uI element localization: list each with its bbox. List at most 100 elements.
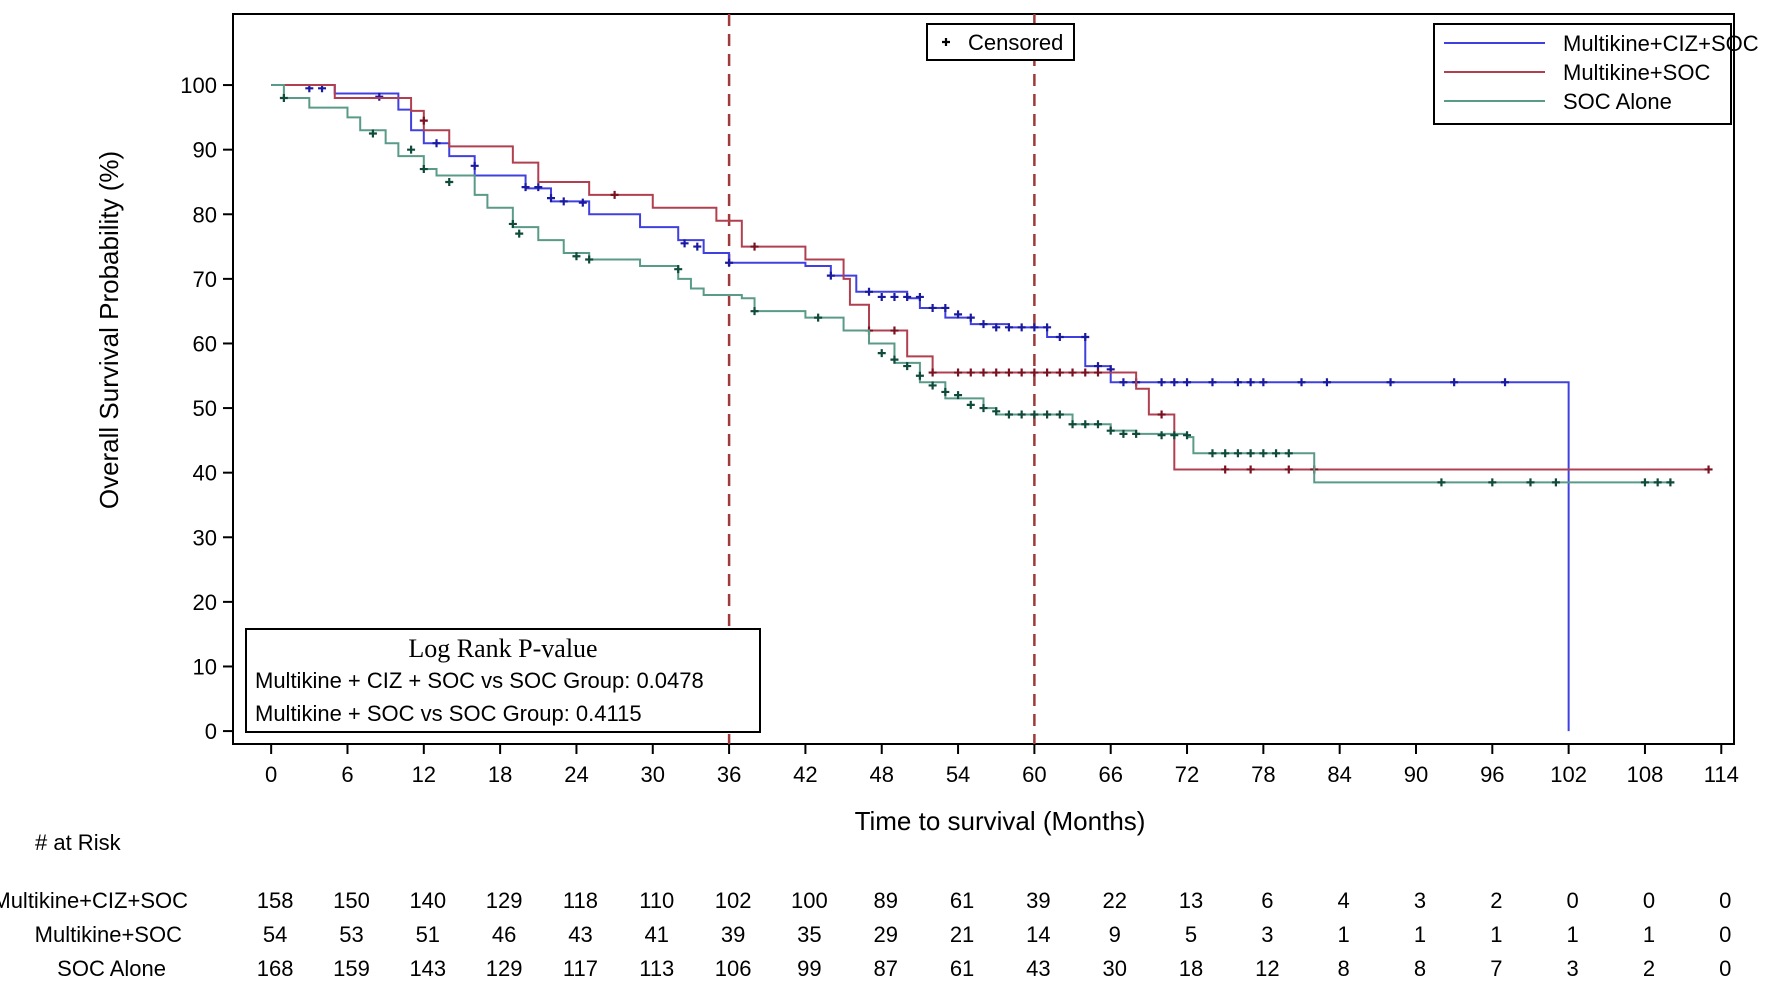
censor-mark-2-2 [750,242,759,251]
at-risk-value-1-24: 118 [563,888,598,913]
at-risk-value-1-0: 158 [257,888,294,913]
censor-mark-3-24 [1030,410,1039,419]
censor-mark-3-47-glyph [1640,478,1649,487]
censor-mark-2-18 [1157,410,1166,419]
censor-mark-3-6 [515,229,524,238]
censor-mark-2-2-glyph [750,242,759,251]
censor-mark-1-41-glyph [1259,378,1268,387]
censor-mark-1-26 [1017,323,1026,332]
legend-label-3: SOC Alone [1563,89,1672,114]
censor-mark-3-39 [1246,449,1255,458]
censor-mark-3-10 [750,307,759,316]
censor-mark-2-1-glyph [610,190,619,199]
censor-mark-3-26 [1055,410,1064,419]
censor-mark-3-34-glyph [1170,431,1179,440]
censor-mark-1-44-glyph [1386,378,1395,387]
censor-mark-2-23-glyph [1704,465,1713,474]
at-risk-value-1-102: 0 [1567,888,1579,913]
at-risk-value-3-60: 43 [1026,956,1050,981]
at-risk-value-2-18: 46 [492,922,516,947]
series-legend-box [1433,23,1732,125]
at-risk-value-3-102: 3 [1567,956,1579,981]
at-risk-value-1-114: 0 [1719,888,1731,913]
censor-mark-3-18-glyph [954,391,963,400]
at-risk-value-3-24: 117 [563,956,598,981]
pvalue-box: Log Rank P-value Multikine + CIZ + SOC v… [245,628,761,733]
censor-mark-3-48 [1653,478,1662,487]
censor-mark-3-31-glyph [1119,429,1128,438]
censor-mark-3-36 [1208,449,1217,458]
y-tick-label-90: 90 [193,138,217,163]
censor-mark-1-17-glyph [903,292,912,301]
x-tick-label-54: 54 [946,762,970,787]
censor-mark-3-13-glyph [890,355,899,364]
at-risk-value-1-72: 13 [1179,888,1203,913]
censor-mark-2-20-glyph [1246,465,1255,474]
censor-mark-3-46-glyph [1551,478,1560,487]
censor-mark-3-30-glyph [1106,426,1115,435]
censor-mark-1-2 [375,92,384,101]
censor-mark-2-13 [1043,368,1052,377]
censor-mark-1-45 [1450,378,1459,387]
censor-mark-2-9-glyph [992,368,1001,377]
x-tick-label-84: 84 [1327,762,1351,787]
censor-mark-1-30 [1081,333,1090,342]
at-risk-value-2-36: 39 [721,922,745,947]
censor-mark-3-39-glyph [1246,449,1255,458]
at-risk-value-3-96: 7 [1490,956,1502,981]
censor-mark-3-46 [1551,478,1560,487]
censor-mark-3-22-glyph [1004,410,1013,419]
censor-mark-2-19 [1221,465,1230,474]
survival-curves [271,84,1713,732]
censor-mark-3-4 [445,177,454,186]
series-censor-marks-1 [305,84,1510,387]
censor-mark-3-14 [903,362,912,371]
series-line-3 [271,84,1671,484]
censor-mark-3-3 [419,165,428,174]
y-axis-title: Overall Survival Probability (%) [94,151,124,509]
censor-mark-3-45-glyph [1526,478,1535,487]
x-tick-label-48: 48 [869,762,893,787]
censor-mark-1-42-glyph [1297,378,1306,387]
at-risk-value-3-108: 2 [1643,956,1655,981]
censor-mark-2-6-glyph [954,368,963,377]
censor-mark-3-6-glyph [515,229,524,238]
at-risk-value-3-30: 113 [639,956,674,981]
censor-mark-3-0-glyph [279,93,288,102]
censor-mark-2-17 [1093,368,1102,377]
at-risk-value-2-72: 5 [1185,922,1197,947]
at-risk-value-2-108: 1 [1643,922,1655,947]
x-tick-label-18: 18 [488,762,512,787]
censor-mark-2-7-glyph [966,368,975,377]
censor-mark-1-3-glyph [432,139,441,148]
censor-mark-1-36-glyph [1170,378,1179,387]
censor-mark-2-20 [1246,465,1255,474]
censor-mark-1-40 [1246,378,1255,387]
censor-mark-1-15 [877,292,886,301]
censor-mark-3-10-glyph [750,307,759,316]
at-risk-value-1-12: 140 [409,888,446,913]
censor-mark-3-32-glyph [1132,429,1141,438]
censor-mark-1-4 [470,161,479,170]
at-risk-value-2-0: 54 [263,922,287,947]
censor-mark-3-31 [1119,429,1128,438]
y-tick-label-70: 70 [193,267,217,292]
y-axis: 0 10 20 30 40 50 60 70 80 90 100 [180,73,233,744]
censor-mark-1-41 [1259,378,1268,387]
x-axis: 0 6 12 18 24 30 36 42 48 54 60 66 72 78 84 90 96 102 108 11… [265,744,1739,787]
censor-mark-3-43-glyph [1437,478,1446,487]
x-tick-label-90: 90 [1404,762,1428,787]
x-tick-label-36: 36 [717,762,741,787]
censor-mark-3-21-glyph [992,407,1001,416]
censor-legend-glyph [942,38,950,46]
at-risk-row-label-2: Multikine+SOC [35,922,182,947]
censor-mark-3-4-glyph [445,177,454,186]
censor-mark-3-2-glyph [407,145,416,154]
at-risk-table: # at Risk Multikine+CIZ+SOC Multikine+SO… [0,830,1731,981]
censor-mark-1-24-glyph [992,323,1001,332]
x-tick-label-42: 42 [793,762,817,787]
censor-mark-3-20 [979,404,988,413]
pvalue-line-1: Multikine + CIZ + SOC vs SOC Group: 0.04… [255,668,704,693]
censor-mark-1-46-glyph [1501,378,1510,387]
